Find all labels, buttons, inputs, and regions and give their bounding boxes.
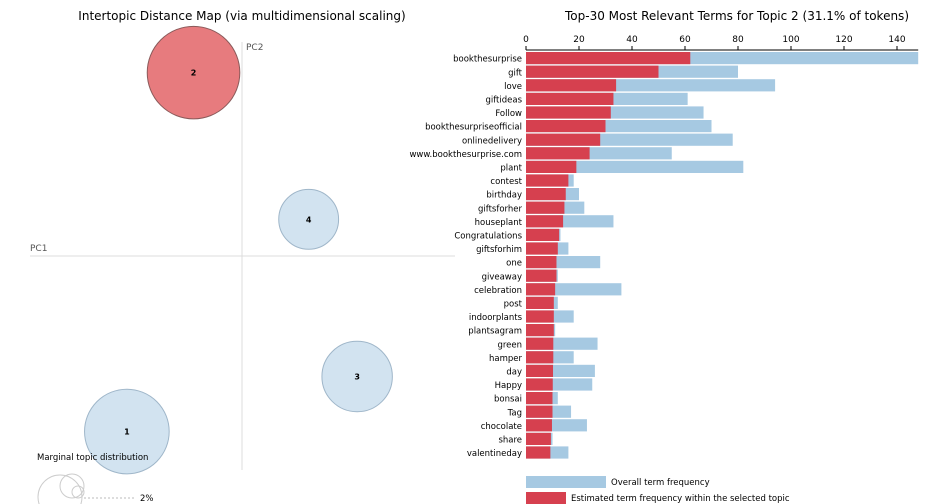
bar-estimated[interactable] (526, 405, 553, 418)
term-label[interactable]: giftsforher (478, 204, 523, 214)
term-label[interactable]: Follow (495, 109, 522, 119)
bar-estimated[interactable] (526, 133, 601, 146)
bar-estimated[interactable] (526, 188, 566, 201)
bar-estimated[interactable] (526, 392, 553, 405)
x-tick-label: 120 (835, 35, 852, 45)
term-label[interactable]: indoorplants (469, 313, 523, 323)
term-label[interactable]: share (498, 436, 522, 446)
term-label[interactable]: post (504, 300, 523, 310)
topic-bubble-label-4: 4 (306, 215, 312, 224)
bar-estimated[interactable] (526, 228, 560, 241)
x-tick-label: 60 (679, 35, 691, 45)
term-label[interactable]: Happy (495, 381, 522, 391)
marginal-circle-inner (71, 485, 85, 499)
relevant-terms-title: Top-30 Most Relevant Terms for Topic 2 (… (564, 9, 909, 23)
topic-bubbles: 1 2 3 4 (84, 25, 393, 475)
marginal-circle-middle (59, 473, 85, 499)
bar-estimated[interactable] (526, 79, 617, 92)
bar-x-axis: 0 20 40 60 80 100 120 140 (523, 35, 919, 51)
bar-estimated[interactable] (526, 242, 558, 255)
bar-legend: Overall term frequency Estimated term fr… (526, 476, 790, 504)
bar-estimated[interactable] (526, 283, 556, 296)
term-label[interactable]: giftsforhim (476, 245, 522, 255)
term-label[interactable]: hamper (489, 354, 523, 364)
term-label[interactable]: birthday (486, 191, 522, 201)
term-label[interactable]: giftideas (485, 96, 522, 106)
x-tick-label: 140 (888, 35, 905, 45)
bar-estimated[interactable] (526, 269, 557, 282)
pc2-axis-label: PC2 (246, 43, 263, 53)
term-label[interactable]: green (497, 340, 522, 350)
term-label[interactable]: celebration (474, 286, 522, 296)
term-label[interactable]: one (506, 259, 522, 269)
x-tick-label: 80 (732, 35, 744, 45)
term-label[interactable]: onlinedelivery (462, 136, 522, 146)
bar-estimated[interactable] (526, 419, 552, 432)
intertopic-map-title: Intertopic Distance Map (via multidimens… (78, 9, 405, 23)
term-label[interactable]: houseplant (475, 218, 523, 228)
bar-estimated[interactable] (526, 364, 554, 377)
bar-estimated[interactable] (526, 215, 564, 228)
topic-bubble-label-2: 2 (191, 69, 197, 78)
term-label[interactable]: bookthesurpriseofficial (425, 123, 522, 133)
legend-label-estimated: Estimated term frequency within the sele… (571, 494, 790, 504)
bar-estimated[interactable] (526, 92, 614, 105)
bar-estimated[interactable] (526, 201, 565, 214)
term-label[interactable]: love (504, 82, 522, 92)
legend-swatch-overall (526, 476, 606, 488)
x-tick-label: 0 (523, 35, 529, 45)
term-label[interactable]: plantsagram (468, 327, 522, 337)
bar-estimated[interactable] (526, 432, 551, 445)
bar-overall[interactable] (526, 160, 744, 173)
bar-estimated[interactable] (526, 147, 590, 160)
topic-bubble-2[interactable] (146, 25, 241, 120)
pc1-axis-label: PC1 (30, 244, 47, 254)
topic-bubble-1[interactable] (84, 388, 170, 475)
bar-estimated[interactable] (526, 65, 659, 78)
bar-estimated[interactable] (526, 296, 554, 309)
term-label[interactable]: www.bookthesurprise.com (409, 150, 522, 160)
topic-bubble-3[interactable] (321, 340, 393, 413)
term-label[interactable]: day (506, 368, 522, 378)
bar-estimated[interactable] (526, 174, 569, 187)
bar-estimated[interactable] (526, 310, 554, 323)
bar-estimated[interactable] (526, 337, 554, 350)
marginal-distribution-label: Marginal topic distribution (37, 453, 148, 463)
term-label[interactable]: valentineday (467, 449, 522, 459)
topic-bubble-4[interactable] (278, 188, 340, 250)
term-label[interactable]: gift (508, 68, 523, 78)
legend-label-overall: Overall term frequency (611, 478, 710, 488)
term-label[interactable]: bonsai (494, 395, 522, 405)
term-bars (526, 52, 919, 459)
bar-estimated[interactable] (526, 378, 553, 391)
term-label[interactable]: plant (500, 164, 522, 174)
bar-estimated[interactable] (526, 160, 577, 173)
term-label[interactable]: Congratulations (454, 232, 522, 242)
term-label[interactable]: bookthesurprise (453, 55, 522, 65)
x-tick-label: 20 (573, 35, 585, 45)
term-label[interactable]: giveaway (482, 272, 522, 282)
term-labels: bookthesurprise gift love giftideas Follow bo… (409, 55, 522, 459)
legend-swatch-estimated (526, 492, 566, 504)
x-tick-label: 100 (782, 35, 799, 45)
topic-bubble-label-3: 3 (354, 373, 360, 382)
bar-estimated[interactable] (526, 120, 606, 133)
bar-estimated[interactable] (526, 256, 557, 269)
term-label[interactable]: chocolate (481, 422, 522, 432)
bar-estimated[interactable] (526, 106, 611, 119)
marginal-distribution-legend: 2% Marginal topic distribution (37, 453, 154, 504)
term-label[interactable]: Tag (507, 408, 522, 418)
marginal-tick-label: 2% (140, 494, 154, 504)
x-tick-label: 40 (626, 35, 638, 45)
bar-estimated[interactable] (526, 446, 551, 459)
topic-bubble-label-1: 1 (124, 428, 130, 437)
bar-estimated[interactable] (526, 52, 691, 65)
bar-estimated[interactable] (526, 324, 554, 337)
bar-estimated[interactable] (526, 351, 554, 364)
term-label[interactable]: contest (490, 177, 522, 187)
